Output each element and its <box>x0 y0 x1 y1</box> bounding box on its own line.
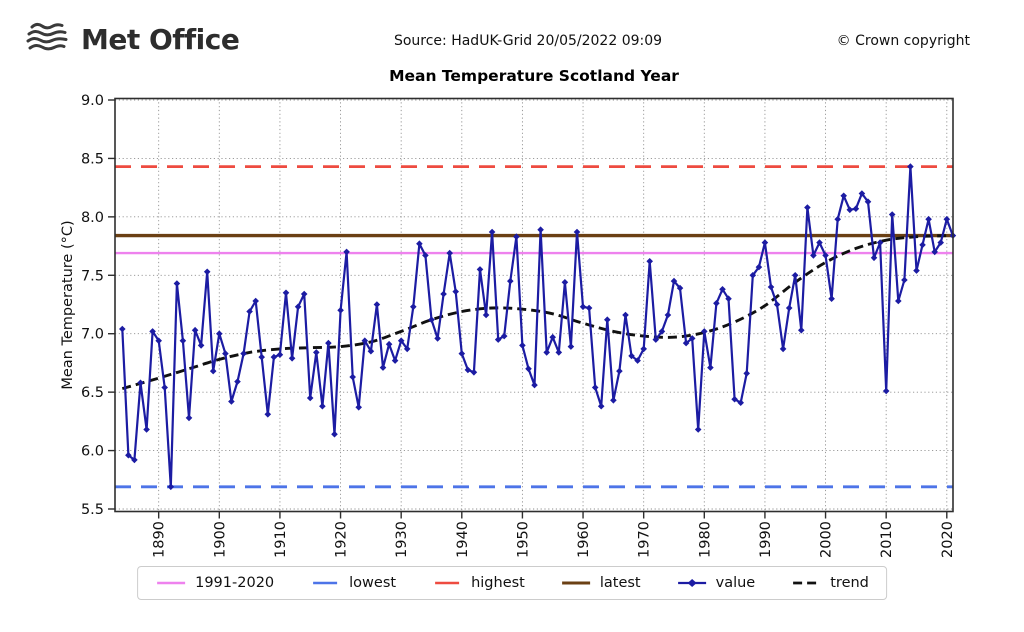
x-tick-label: 1970 <box>637 521 653 558</box>
y-tick-label: 6.5 <box>81 385 104 401</box>
logo-wordmark: Met Office <box>81 22 240 56</box>
x-tick-label: 2000 <box>819 521 835 558</box>
plot-frame <box>114 97 954 513</box>
legend-label: highest <box>471 575 525 591</box>
y-tick-label: 7.5 <box>81 268 104 284</box>
legend-label: 1991-2020 <box>195 575 275 591</box>
chart-title: Mean Temperature Scotland Year <box>389 67 679 85</box>
y-tick-label: 6.0 <box>81 444 104 460</box>
y-tick-label: 8.5 <box>81 151 104 167</box>
y-tick-label: 5.5 <box>81 502 104 518</box>
legend-swatch-latest-line <box>561 581 590 585</box>
legend-item-highest: highest <box>431 575 525 591</box>
x-tick-label: 1910 <box>273 521 289 558</box>
legend-swatch-highest-line <box>435 581 460 585</box>
x-tick-label: 1930 <box>394 521 410 558</box>
x-tick-label: 1940 <box>455 521 471 558</box>
y-tick-label: 8.0 <box>81 210 104 226</box>
x-tick-label: 1890 <box>152 521 168 558</box>
legend-swatch-trend-line <box>793 581 820 585</box>
x-tick-label: 1900 <box>212 521 228 558</box>
legend-label: lowest <box>349 575 397 591</box>
legend-item-1991-2020: 1991-2020 <box>155 575 274 591</box>
x-tick-label: 1990 <box>758 521 774 558</box>
source-caption: Source: HadUK-Grid 20/05/2022 09:09 <box>393 33 663 49</box>
legend-label: latest <box>599 575 641 591</box>
legend-label: value <box>715 575 756 591</box>
legend-item-latest: latest <box>560 575 641 591</box>
legend-item-lowest: lowest <box>309 575 396 591</box>
x-tick-label: 1960 <box>576 521 592 558</box>
y-tick-label: 7.0 <box>81 327 104 343</box>
met-office-logo: Met Office <box>26 20 240 58</box>
x-tick-label: 2010 <box>879 521 895 558</box>
chart-legend: 1991-2020 lowest highest latest value <box>137 566 887 600</box>
x-tick-label: 2020 <box>940 521 956 558</box>
x-tick-label: 1980 <box>697 521 713 558</box>
y-tick-label: 9.0 <box>81 93 104 109</box>
legend-label: trend <box>830 575 869 591</box>
met-office-waves-icon <box>26 23 68 51</box>
legend-swatch-1991-2020-line <box>157 581 186 585</box>
legend-item-trend: trend <box>790 575 869 591</box>
legend-item-value: value <box>676 575 756 591</box>
value-line <box>121 165 954 488</box>
x-tick-label: 1950 <box>515 521 531 558</box>
legend-swatch-value-line <box>677 579 706 587</box>
legend-swatch-lowest-line <box>313 581 338 585</box>
x-tick-label: 1920 <box>334 521 350 558</box>
copyright-caption: © Crown copyright <box>836 33 970 49</box>
